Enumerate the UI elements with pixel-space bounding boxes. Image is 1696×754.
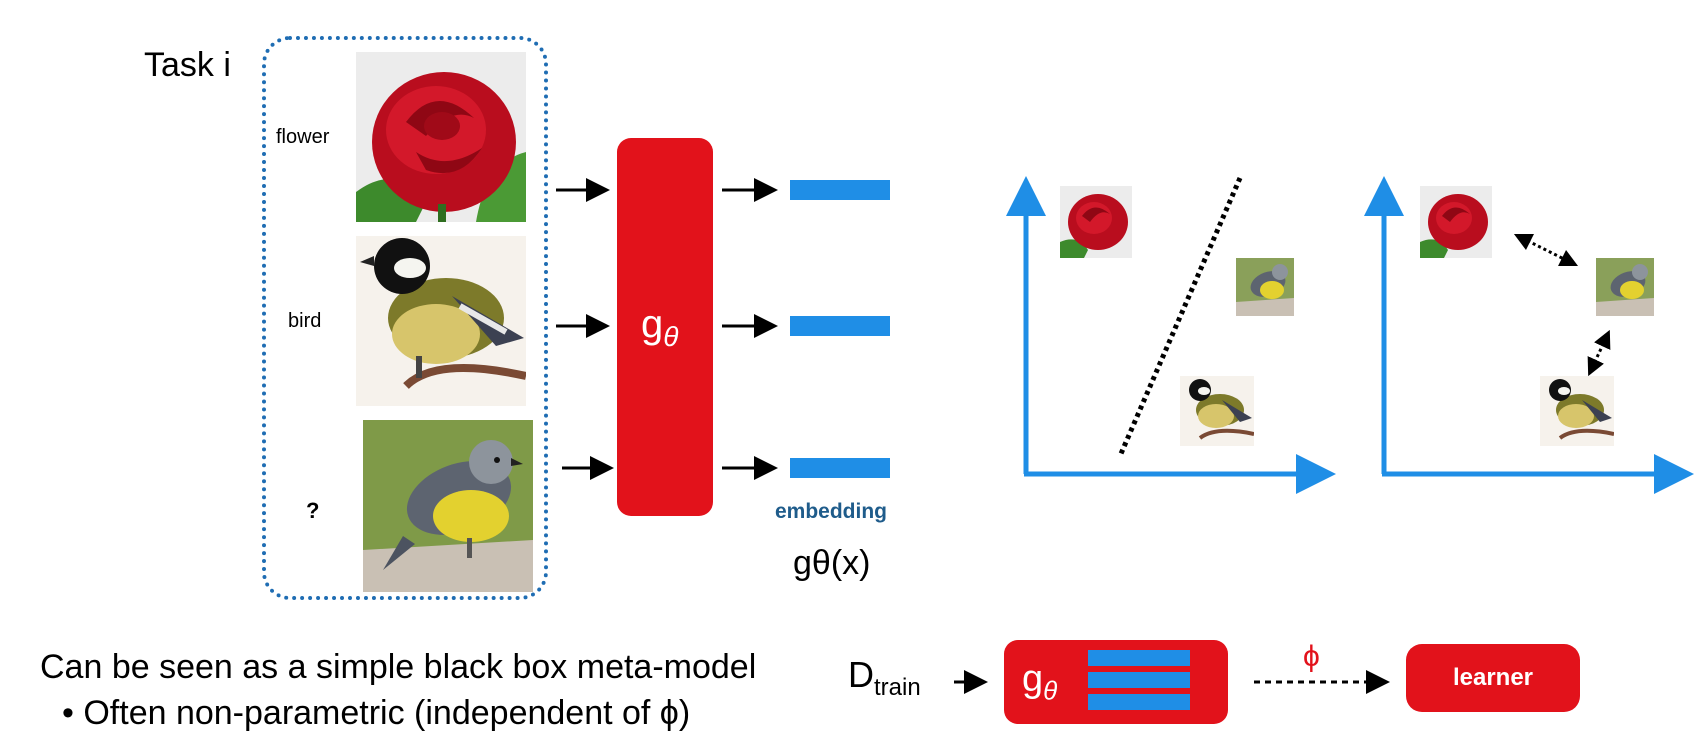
robin-icon bbox=[1596, 264, 1654, 316]
embedding-bar bbox=[790, 180, 890, 200]
plot1-decision-boundary bbox=[1117, 177, 1243, 457]
dtrain-label: Dtrain bbox=[848, 654, 921, 702]
phi-label: ϕ bbox=[1303, 640, 1320, 673]
great-tit-bird-image bbox=[356, 236, 526, 406]
label-unknown: ? bbox=[306, 498, 320, 523]
small-encoder-label: gθ bbox=[1022, 658, 1057, 707]
encoder-g-theta: gθ bbox=[617, 138, 713, 516]
rose-drawing bbox=[356, 72, 526, 222]
label-bird: bird bbox=[288, 310, 322, 332]
small-encoder-subscript: θ bbox=[1043, 675, 1058, 706]
rose-icon bbox=[1060, 194, 1128, 258]
tit-icon bbox=[1549, 379, 1614, 440]
encoder-label: gθ bbox=[641, 302, 678, 353]
encoder-subscript: θ bbox=[663, 321, 679, 352]
plot1-robin-point bbox=[1236, 258, 1294, 316]
small-embedding-bar bbox=[1088, 650, 1190, 666]
yellow-robin-bird-image bbox=[363, 420, 533, 592]
small-encoder-symbol: g bbox=[1022, 658, 1044, 700]
bottom-line-2: • Often non-parametric (independent of ϕ… bbox=[62, 694, 691, 732]
plot2-tit-point bbox=[1540, 376, 1614, 446]
task-box bbox=[262, 36, 548, 600]
great-tit-drawing bbox=[360, 238, 526, 389]
small-embedding-bar bbox=[1088, 672, 1190, 688]
small-embedding-bar bbox=[1088, 694, 1190, 710]
bottom-line-1: Can be seen as a simple black box meta-m… bbox=[40, 648, 757, 686]
plot2-distance-arrow bbox=[1513, 233, 1579, 267]
embedding-label: embedding bbox=[775, 500, 888, 523]
embedding-bar bbox=[790, 316, 890, 336]
label-flower: flower bbox=[276, 126, 330, 148]
embedding-bar bbox=[790, 458, 890, 478]
robin-icon bbox=[1236, 264, 1294, 316]
encoder-symbol: g bbox=[641, 302, 664, 346]
task-title: Task i bbox=[144, 46, 231, 84]
plot1-tit-point bbox=[1180, 376, 1254, 446]
embedding-formula: gθ(x) bbox=[793, 544, 871, 582]
rose-icon bbox=[1420, 194, 1488, 258]
learner-box: learner bbox=[1406, 644, 1580, 712]
yellow-robin-drawing bbox=[363, 420, 533, 592]
plot2-robin-point bbox=[1596, 258, 1654, 316]
plot1-rose-point bbox=[1060, 186, 1132, 258]
dtrain-sub: train bbox=[874, 674, 921, 702]
tit-icon bbox=[1189, 379, 1254, 440]
rose-image bbox=[356, 52, 526, 222]
plot2-distance-arrow bbox=[1587, 329, 1611, 377]
small-encoder-g-theta: gθ bbox=[1004, 640, 1228, 724]
plot2-rose-point bbox=[1420, 186, 1492, 258]
dtrain-main: D bbox=[848, 654, 874, 695]
